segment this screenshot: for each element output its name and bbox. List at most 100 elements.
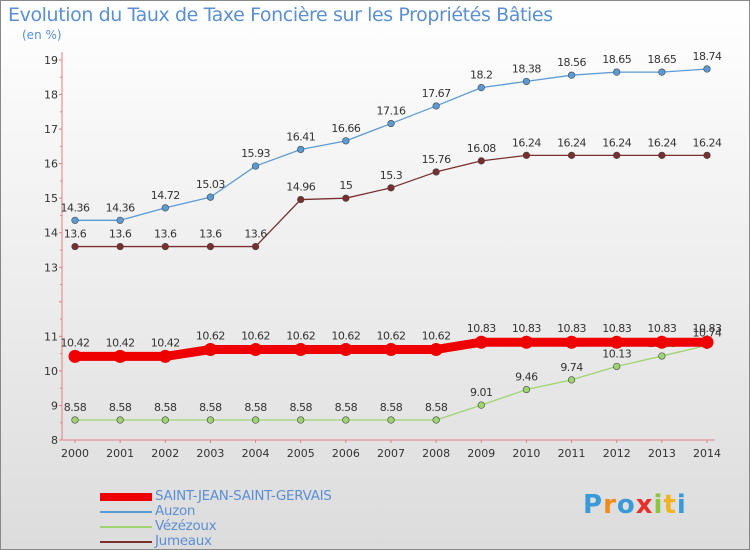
data-label: 18.74 bbox=[693, 50, 722, 63]
data-label: 18.65 bbox=[602, 53, 631, 66]
data-point bbox=[161, 242, 169, 251]
data-label: 13.6 bbox=[244, 228, 267, 241]
x-tick-label: 2001 bbox=[106, 447, 134, 460]
data-point bbox=[432, 416, 440, 424]
data-label: 13.6 bbox=[109, 228, 132, 241]
data-label: 16.66 bbox=[331, 122, 360, 135]
data-point bbox=[613, 362, 621, 371]
data-label: 8.58 bbox=[64, 401, 87, 414]
x-tick-label: 2013 bbox=[648, 447, 676, 460]
data-point bbox=[206, 193, 215, 201]
x-tick-label: 2002 bbox=[151, 447, 179, 460]
data-label: 8.58 bbox=[380, 401, 403, 414]
legend-swatch bbox=[100, 541, 152, 543]
data-point bbox=[567, 71, 576, 79]
x-tick-label: 2003 bbox=[196, 447, 224, 460]
y-tick-label: 9 bbox=[51, 399, 58, 412]
data-point bbox=[297, 145, 305, 154]
data-label: 9.74 bbox=[560, 361, 583, 374]
legend-label: SAINT-JEAN-SAINT-GERVAIS bbox=[155, 488, 332, 504]
data-label: 15.76 bbox=[422, 153, 451, 166]
data-label: 8.58 bbox=[244, 401, 267, 414]
y-tick-label: 19 bbox=[44, 54, 58, 67]
data-point bbox=[342, 137, 350, 145]
data-point bbox=[339, 342, 353, 356]
y-tick-label: 16 bbox=[44, 158, 58, 171]
data-label: 10.83 bbox=[693, 322, 722, 335]
data-label: 17.16 bbox=[377, 105, 406, 118]
data-label: 10.42 bbox=[106, 336, 135, 349]
data-point bbox=[116, 416, 124, 424]
data-point bbox=[71, 416, 79, 424]
data-label: 8.58 bbox=[335, 401, 358, 414]
data-point bbox=[387, 119, 395, 128]
data-point bbox=[251, 242, 260, 251]
legend-label: Auzon bbox=[155, 503, 196, 519]
data-point bbox=[658, 68, 666, 76]
data-point bbox=[297, 416, 305, 424]
data-label: 17.67 bbox=[422, 87, 451, 100]
data-label: 10.62 bbox=[241, 329, 270, 342]
data-point bbox=[567, 151, 576, 159]
data-point bbox=[565, 335, 579, 349]
data-label: 13.6 bbox=[154, 228, 177, 241]
data-point bbox=[429, 342, 443, 356]
y-tick-label: 17 bbox=[44, 123, 58, 136]
data-point bbox=[251, 416, 260, 424]
data-point bbox=[655, 335, 669, 349]
x-tick-label: 2010 bbox=[512, 447, 540, 460]
x-tick-label: 2004 bbox=[242, 447, 270, 460]
data-label: 14.36 bbox=[106, 201, 135, 214]
data-label: 13.6 bbox=[199, 228, 222, 241]
data-point bbox=[116, 216, 124, 224]
data-label: 14.72 bbox=[151, 189, 180, 202]
data-label: 15 bbox=[339, 179, 352, 192]
data-point bbox=[342, 416, 350, 424]
data-label: 8.58 bbox=[154, 401, 177, 414]
y-tick-label: 18 bbox=[44, 89, 58, 102]
data-point bbox=[384, 342, 398, 356]
data-point bbox=[161, 416, 169, 424]
legend-swatch bbox=[100, 493, 152, 501]
data-label: 18.65 bbox=[647, 53, 676, 66]
data-label: 10.62 bbox=[377, 329, 406, 342]
data-label: 10.83 bbox=[557, 322, 586, 335]
data-point bbox=[71, 242, 79, 251]
legend-swatch bbox=[100, 511, 152, 513]
data-label: 10.83 bbox=[602, 322, 631, 335]
logo-letter: x bbox=[635, 490, 654, 520]
data-point bbox=[703, 151, 711, 159]
data-point bbox=[342, 194, 350, 202]
data-label: 8.58 bbox=[109, 401, 132, 414]
data-label: 16.24 bbox=[557, 136, 586, 149]
data-point bbox=[206, 416, 215, 424]
data-label: 16.24 bbox=[647, 136, 676, 149]
data-point bbox=[522, 77, 531, 86]
data-point bbox=[251, 162, 260, 170]
data-label: 10.42 bbox=[61, 336, 90, 349]
data-label: 10.13 bbox=[602, 347, 631, 360]
x-tick-label: 2008 bbox=[422, 447, 450, 460]
proxiti-logo: Proxiti bbox=[583, 490, 687, 520]
logo-letter: o bbox=[616, 490, 636, 520]
data-point bbox=[294, 342, 308, 356]
data-point bbox=[658, 151, 666, 159]
data-label: 13.6 bbox=[64, 228, 87, 241]
data-point bbox=[567, 376, 576, 384]
x-tick-label: 2012 bbox=[603, 447, 631, 460]
data-label: 18.38 bbox=[512, 62, 541, 75]
data-point bbox=[613, 151, 621, 159]
x-tick-label: 2000 bbox=[61, 447, 89, 460]
data-label: 18.56 bbox=[557, 56, 586, 69]
data-label: 10.83 bbox=[512, 322, 541, 335]
data-point bbox=[203, 342, 217, 356]
data-label: 15.03 bbox=[196, 178, 225, 191]
y-tick-label: 15 bbox=[44, 192, 58, 205]
data-point bbox=[161, 204, 169, 212]
data-label: 14.36 bbox=[61, 201, 90, 214]
data-point bbox=[700, 335, 714, 349]
y-tick-label: 13 bbox=[44, 261, 58, 274]
x-tick-label: 2006 bbox=[332, 447, 360, 460]
